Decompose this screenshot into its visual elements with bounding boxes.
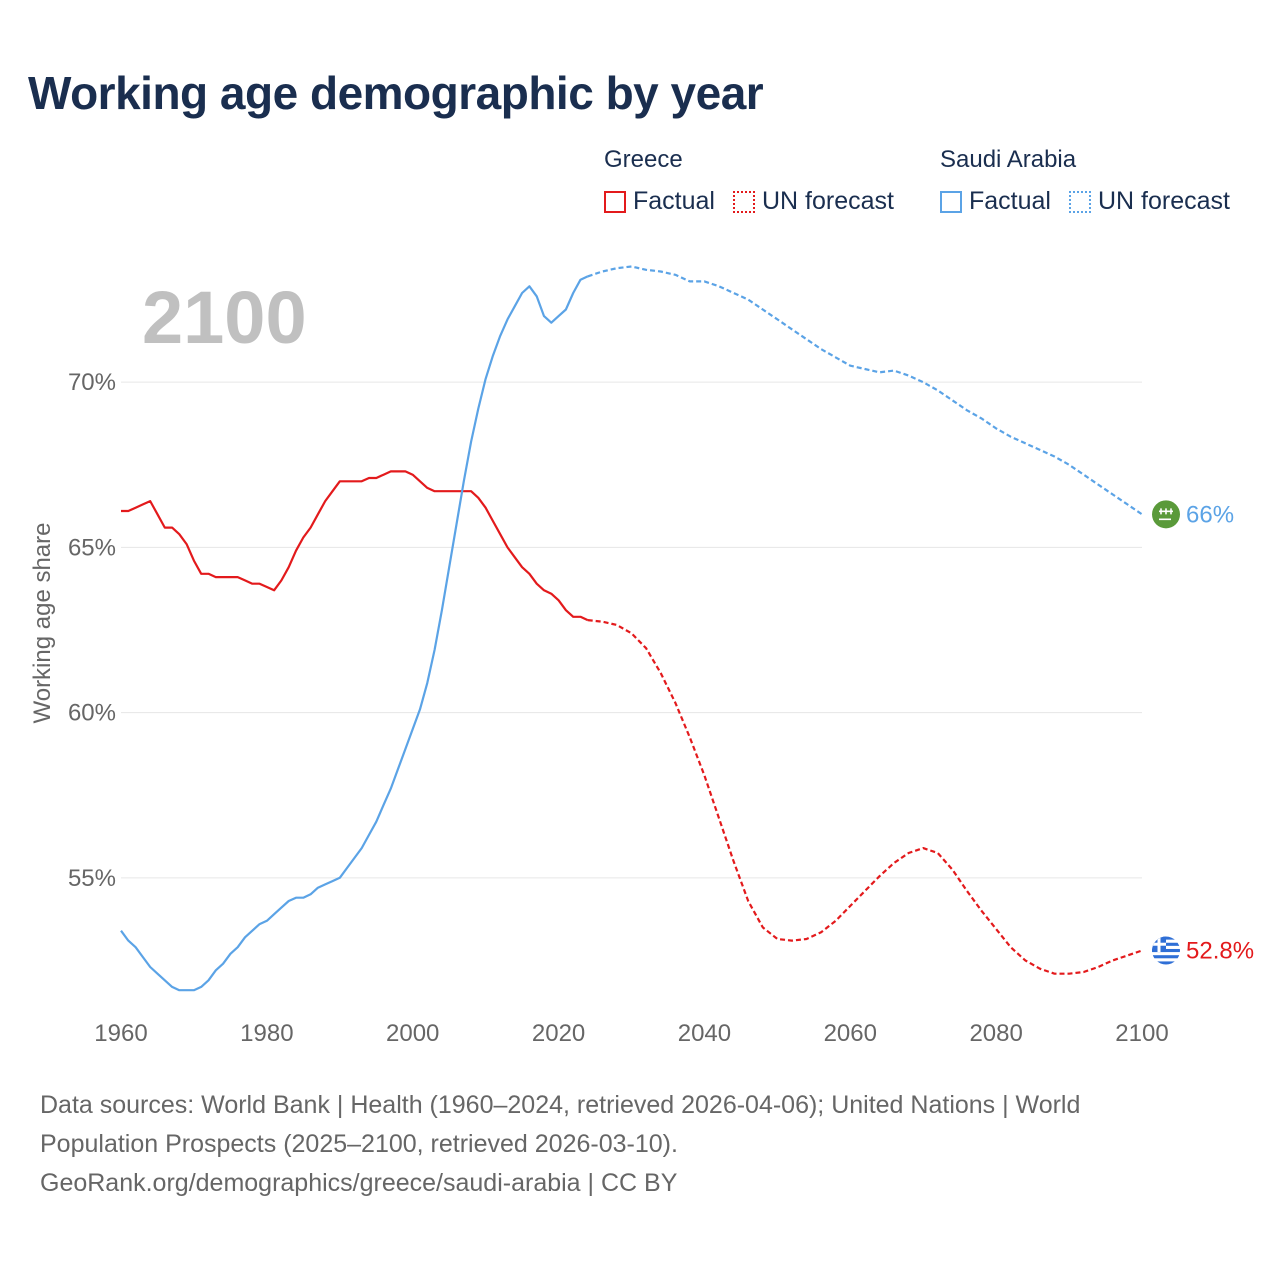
legend-group-name: Greece [604, 146, 683, 173]
end-labels: 52.8% 66% [1152, 500, 1254, 965]
year-watermark: 2100 [142, 276, 307, 359]
y-tick-label: 60% [68, 700, 116, 727]
footer: Data sources: World Bank | Health (1960–… [40, 1086, 1190, 1203]
legend-swatch-dotted [732, 190, 755, 213]
legend-group-name: Saudi Arabia [940, 146, 1077, 173]
saudi-arabia-forecast-line [587, 265, 1143, 516]
saudi-arabia-end-label: 66% [1186, 501, 1234, 528]
footer-sources: Data sources: World Bank | Health (1960–… [40, 1091, 1081, 1158]
x-axis-ticks: 1960 1980 2000 2020 2040 2060 2080 2100 [94, 1020, 1168, 1047]
grid-lines [121, 381, 1142, 879]
legend-saudi-arabia: Saudi Arabia Factual UN forecast [940, 146, 1230, 216]
legend-greece: Greece Factual UN forecast [604, 146, 912, 216]
y-axis-label: Working age share [29, 523, 56, 724]
line-chart: 2100 55% 60% 65% 70% 1960 1980 2000 2020 2040 20… [29, 265, 1254, 1047]
legend-greece-forecast[interactable]: UN forecast [732, 187, 894, 216]
x-tick-label: 2080 [969, 1020, 1022, 1047]
legend-label: Factual [969, 187, 1051, 215]
y-axis-ticks: 55% 60% 65% 70% [68, 369, 116, 892]
x-tick-label: 2000 [386, 1020, 439, 1047]
legend-swatch-dotted [1068, 190, 1091, 213]
x-tick-label: 2020 [532, 1020, 585, 1047]
y-tick-label: 55% [68, 865, 116, 892]
chart-title: Working age demographic by year [28, 67, 764, 119]
greece-forecast-line [587, 619, 1143, 975]
legend-swatch-solid [604, 190, 626, 213]
greece-end-label: 52.8% [1186, 938, 1254, 965]
legend-greece-factual[interactable]: Factual [604, 187, 715, 216]
greece-flag-icon [1152, 936, 1180, 965]
legend-saudi-forecast[interactable]: UN forecast [1068, 187, 1230, 216]
legend-label: UN forecast [1097, 187, 1230, 215]
footer-credit[interactable]: GeoRank.org/demographics/greece/saudi-ar… [40, 1169, 678, 1197]
saudi-arabia-factual-line [120, 275, 589, 992]
x-tick-label: 2060 [824, 1020, 877, 1047]
legend-saudi-factual[interactable]: Factual [940, 187, 1051, 216]
legend-swatch-solid [940, 190, 962, 213]
legend-label: UN forecast [761, 187, 894, 215]
legend-label: Factual [633, 187, 715, 215]
y-tick-label: 65% [68, 534, 116, 561]
greece-factual-line [121, 470, 589, 622]
x-tick-label: 1960 [94, 1020, 147, 1047]
series-lines [120, 265, 1143, 992]
saudi-arabia-flag-icon [1152, 500, 1180, 529]
y-tick-label: 70% [68, 369, 116, 396]
x-tick-label: 2040 [678, 1020, 731, 1047]
x-tick-label: 2100 [1115, 1020, 1168, 1047]
x-tick-label: 1980 [240, 1020, 293, 1047]
